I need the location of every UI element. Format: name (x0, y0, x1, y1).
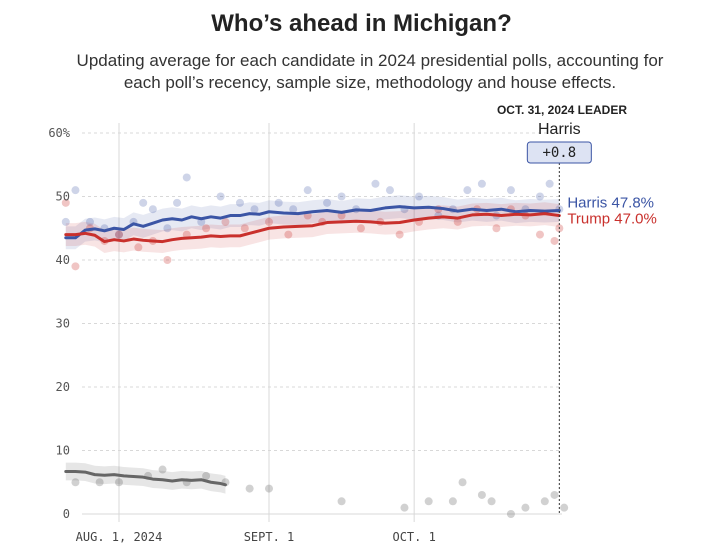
y-tick-label-60: 60% (48, 126, 70, 140)
poll-dot-harris-11 (197, 217, 206, 226)
poll-dot-trump-10 (221, 217, 230, 226)
poll-dot-other-10 (337, 497, 346, 506)
poll-dot-other-12 (424, 497, 433, 506)
poll-dot-harris-33 (545, 179, 554, 188)
y-tick-label-20: 20 (56, 380, 70, 394)
poll-dot-harris-22 (385, 186, 394, 195)
poll-dot-other-0 (71, 478, 80, 487)
line-harris (64, 205, 561, 240)
poll-dot-harris-0 (61, 217, 70, 226)
poll-dot-harris-27 (463, 186, 472, 195)
poll-dot-trump-9 (202, 224, 211, 233)
y-tick-label-40: 40 (56, 253, 70, 267)
poll-dot-harris-32 (535, 192, 544, 201)
poll-dot-trump-24 (492, 224, 501, 233)
poll-dot-harris-18 (323, 198, 332, 207)
poll-dot-other-15 (477, 490, 486, 499)
x-tick-label-2: OCT. 1 (392, 530, 435, 544)
poll-dot-harris-2 (85, 217, 94, 226)
poll-dot-other-20 (550, 490, 559, 499)
poll-dot-harris-14 (250, 205, 259, 214)
poll-dot-harris-19 (337, 192, 346, 201)
poll-dot-trump-22 (453, 217, 462, 226)
end-label-harris: Harris 47.8% (567, 194, 654, 211)
line-kennedy (64, 469, 227, 487)
series-end-labels: Harris 47.8%Trump 47.0% (567, 194, 656, 227)
poll-dot-other-14 (458, 478, 467, 487)
x-tick-label-1: SEPT. 1 (244, 530, 295, 544)
poll-dot-other-1 (95, 478, 104, 487)
leader-margin-box (526, 141, 592, 164)
poll-dot-harris-15 (274, 198, 283, 207)
poll-dot-harris-6 (139, 198, 148, 207)
poll-dot-harris-28 (477, 179, 486, 188)
poll-dot-trump-28 (550, 236, 559, 245)
end-label-trump: Trump 47.0% (567, 211, 656, 228)
poll-dot-other-8 (245, 484, 254, 493)
poll-dot-harris-8 (163, 224, 172, 233)
poll-dot-trump-17 (356, 224, 365, 233)
poll-dot-trump-5 (134, 243, 143, 252)
poll-dot-trump-7 (163, 256, 172, 264)
poll-dot-trump-11 (240, 224, 249, 233)
poll-dot-other-13 (448, 497, 457, 506)
poll-dot-harris-1 (71, 186, 80, 195)
leader-margin-value: +0.8 (542, 145, 576, 161)
poll-dot-trump-4 (115, 230, 123, 239)
poll-dot-other-21 (560, 503, 569, 512)
poll-dot-trump-1 (71, 262, 80, 271)
x-tick-label-0: AUG. 1, 2024 (76, 530, 163, 544)
poll-dot-harris-24 (415, 192, 423, 201)
y-tick-label-10: 10 (56, 444, 70, 458)
poll-dot-trump-27 (535, 230, 544, 239)
poll-dot-trump-0 (61, 198, 70, 207)
leader-annotation: OCT. 31, 2024 LEADER Harris +0.8 (497, 103, 627, 514)
poll-dot-harris-16 (289, 205, 298, 214)
poll-dot-harris-10 (182, 173, 191, 182)
y-tick-label-30: 30 (56, 317, 70, 331)
poll-dot-other-4 (158, 465, 167, 474)
poll-dot-harris-21 (371, 179, 380, 188)
poll-dot-other-18 (521, 503, 530, 512)
leader-name: Harris (538, 121, 581, 138)
poll-dot-other-6 (202, 471, 211, 480)
poll-dot-harris-7 (148, 205, 157, 214)
chart-subtitle: Updating average for each candidate in 2… (76, 51, 664, 92)
axis-labels: 0 10 20 30 40 50 60% AUG. 1, 2024 SEPT. 1 OCT. 1 (48, 126, 436, 544)
poll-dot-other-16 (487, 497, 496, 506)
line-trump (64, 212, 561, 244)
poll-dot-other-19 (540, 497, 549, 506)
poll-dot-harris-9 (173, 198, 182, 207)
y-tick-label-50: 50 (56, 190, 70, 204)
poll-dot-other-2 (115, 478, 123, 487)
poll-dot-harris-12 (216, 192, 225, 201)
band-trump (65, 202, 560, 254)
poll-dot-harris-4 (115, 230, 123, 239)
poll-dot-other-9 (265, 484, 273, 493)
y-tick-label-0: 0 (63, 507, 70, 521)
poll-dot-harris-17 (303, 186, 312, 195)
poll-dot-other-17 (506, 510, 515, 518)
gridlines (82, 123, 562, 522)
poll-dot-other-11 (400, 503, 409, 512)
poll-dot-harris-30 (506, 186, 515, 195)
chart-title: Who’s ahead in Michigan? (211, 10, 512, 37)
poll-dot-harris-13 (235, 198, 244, 207)
average-lines (64, 205, 561, 487)
leader-date-label: OCT. 31, 2024 LEADER (497, 103, 627, 117)
poll-dot-trump-19 (395, 230, 404, 239)
poll-dot-trump-13 (284, 230, 293, 239)
poll-dot-trump-12 (265, 217, 273, 226)
